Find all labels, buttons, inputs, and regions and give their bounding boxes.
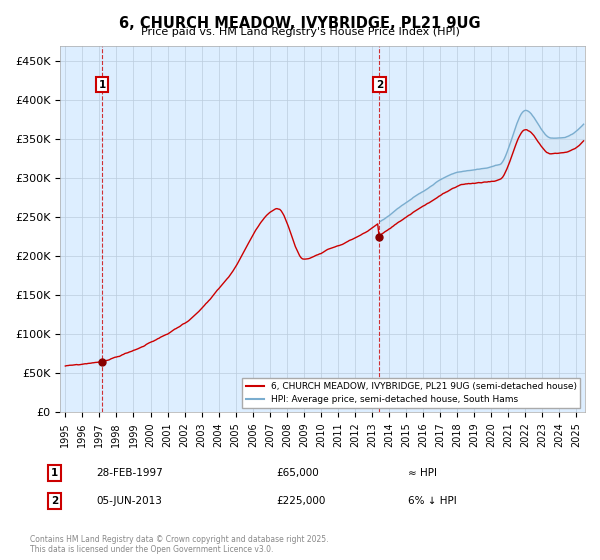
Text: Contains HM Land Registry data © Crown copyright and database right 2025.
This d: Contains HM Land Registry data © Crown c… (30, 535, 329, 554)
Legend: 6, CHURCH MEADOW, IVYBRIDGE, PL21 9UG (semi-detached house), HPI: Average price,: 6, CHURCH MEADOW, IVYBRIDGE, PL21 9UG (s… (242, 378, 580, 408)
Text: £65,000: £65,000 (276, 468, 319, 478)
Text: ≈ HPI: ≈ HPI (408, 468, 437, 478)
Text: 1: 1 (98, 80, 106, 90)
Text: Price paid vs. HM Land Registry's House Price Index (HPI): Price paid vs. HM Land Registry's House … (140, 27, 460, 37)
Text: 1: 1 (51, 468, 58, 478)
Text: 6, CHURCH MEADOW, IVYBRIDGE, PL21 9UG: 6, CHURCH MEADOW, IVYBRIDGE, PL21 9UG (119, 16, 481, 31)
Text: 2: 2 (51, 496, 58, 506)
Text: 2: 2 (376, 80, 383, 90)
Text: 05-JUN-2013: 05-JUN-2013 (96, 496, 162, 506)
Text: £225,000: £225,000 (276, 496, 325, 506)
Text: 6% ↓ HPI: 6% ↓ HPI (408, 496, 457, 506)
Text: 28-FEB-1997: 28-FEB-1997 (96, 468, 163, 478)
